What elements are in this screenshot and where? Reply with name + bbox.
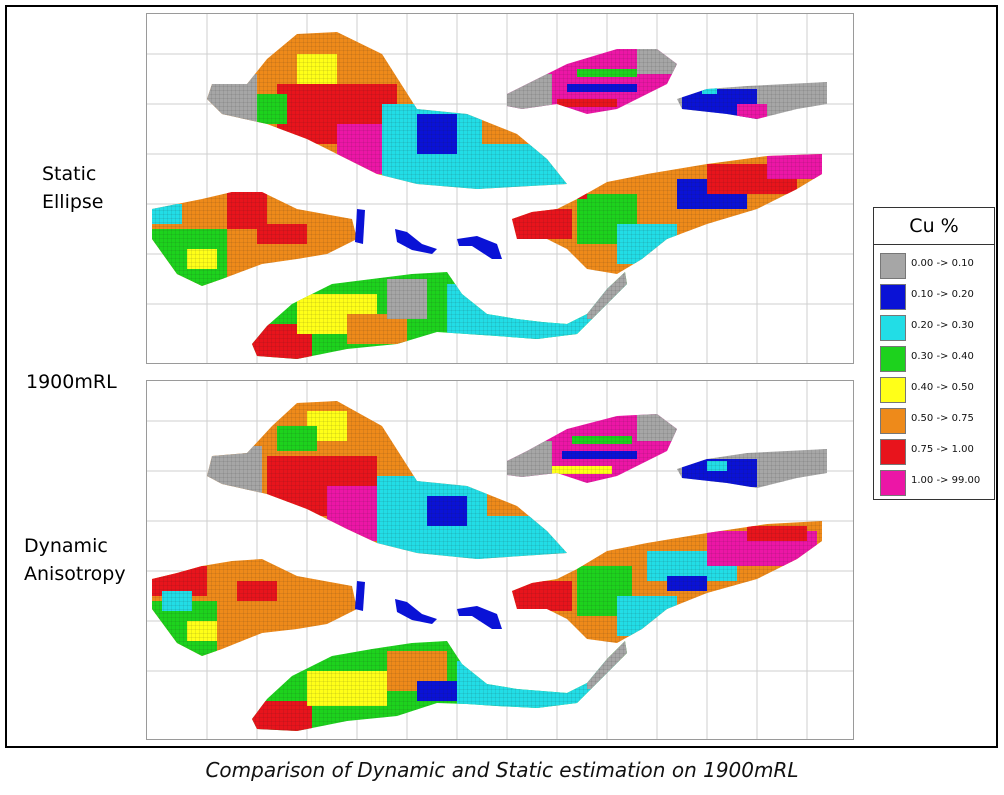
legend-title: Cu % <box>874 208 994 245</box>
isolated-blocks <box>355 581 502 629</box>
static-ellipse-label: Static Ellipse <box>42 163 104 213</box>
legend-item: 0.30 -> 0.40 <box>874 343 994 374</box>
static-ellipse-plan-map <box>147 14 853 363</box>
isolated-blocks <box>355 209 502 259</box>
level-label: 1900mRL <box>26 371 117 393</box>
legend-item: 0.75 -> 1.00 <box>874 436 994 467</box>
legend-label: 0.10 -> 0.20 <box>911 289 974 300</box>
legend-item: 1.00 -> 99.00 <box>874 467 994 498</box>
static-ellipse-plan-panel <box>146 13 854 364</box>
cu-grade-legend: Cu % 0.00 -> 0.10 0.10 -> 0.20 0.20 -> 0.3… <box>873 207 995 500</box>
dynamic-anisotropy-plan-panel <box>146 380 854 740</box>
legend-swatch <box>880 377 906 403</box>
legend-label: 0.20 -> 0.30 <box>911 320 974 331</box>
legend-label: 0.40 -> 0.50 <box>911 382 974 393</box>
legend-items: 0.00 -> 0.10 0.10 -> 0.20 0.20 -> 0.30 0.30… <box>874 245 994 498</box>
legend-item: 0.20 -> 0.30 <box>874 312 994 343</box>
grade-block-east-orebody <box>512 521 822 643</box>
legend-swatch <box>880 346 906 372</box>
dynamic-anisotropy-label: Dynamic Anisotropy <box>24 535 126 585</box>
legend-label: 0.75 -> 1.00 <box>911 444 974 455</box>
legend-item: 0.10 -> 0.20 <box>874 281 994 312</box>
figure-caption: Comparison of Dynamic and Static estimat… <box>205 758 799 782</box>
figure-frame: Static Ellipse 1900mRL Dynamic Anisotrop… <box>5 5 998 748</box>
grade-block-northeast-orebody <box>507 49 677 114</box>
legend-label: 1.00 -> 99.00 <box>911 475 981 486</box>
legend-swatch <box>880 284 906 310</box>
grade-block-south-orebody <box>252 641 627 731</box>
grade-block-far-northeast-orebody <box>677 82 827 119</box>
legend-item: 0.40 -> 0.50 <box>874 374 994 405</box>
grade-block-east-orebody <box>512 154 822 274</box>
grade-block-northeast-orebody <box>507 414 677 483</box>
legend-label: 0.30 -> 0.40 <box>911 351 974 362</box>
grade-block-far-northeast-orebody <box>677 449 827 488</box>
legend-swatch <box>880 408 906 434</box>
legend-item: 0.50 -> 0.75 <box>874 405 994 436</box>
dynamic-anisotropy-plan-map <box>147 381 853 739</box>
grade-block-south-orebody <box>252 272 627 359</box>
legend-swatch <box>880 253 906 279</box>
legend-label: 0.50 -> 0.75 <box>911 413 974 424</box>
legend-item: 0.00 -> 0.10 <box>874 250 994 281</box>
legend-label: 0.00 -> 0.10 <box>911 258 974 269</box>
legend-swatch <box>880 470 906 496</box>
legend-swatch <box>880 315 906 341</box>
legend-swatch <box>880 439 906 465</box>
